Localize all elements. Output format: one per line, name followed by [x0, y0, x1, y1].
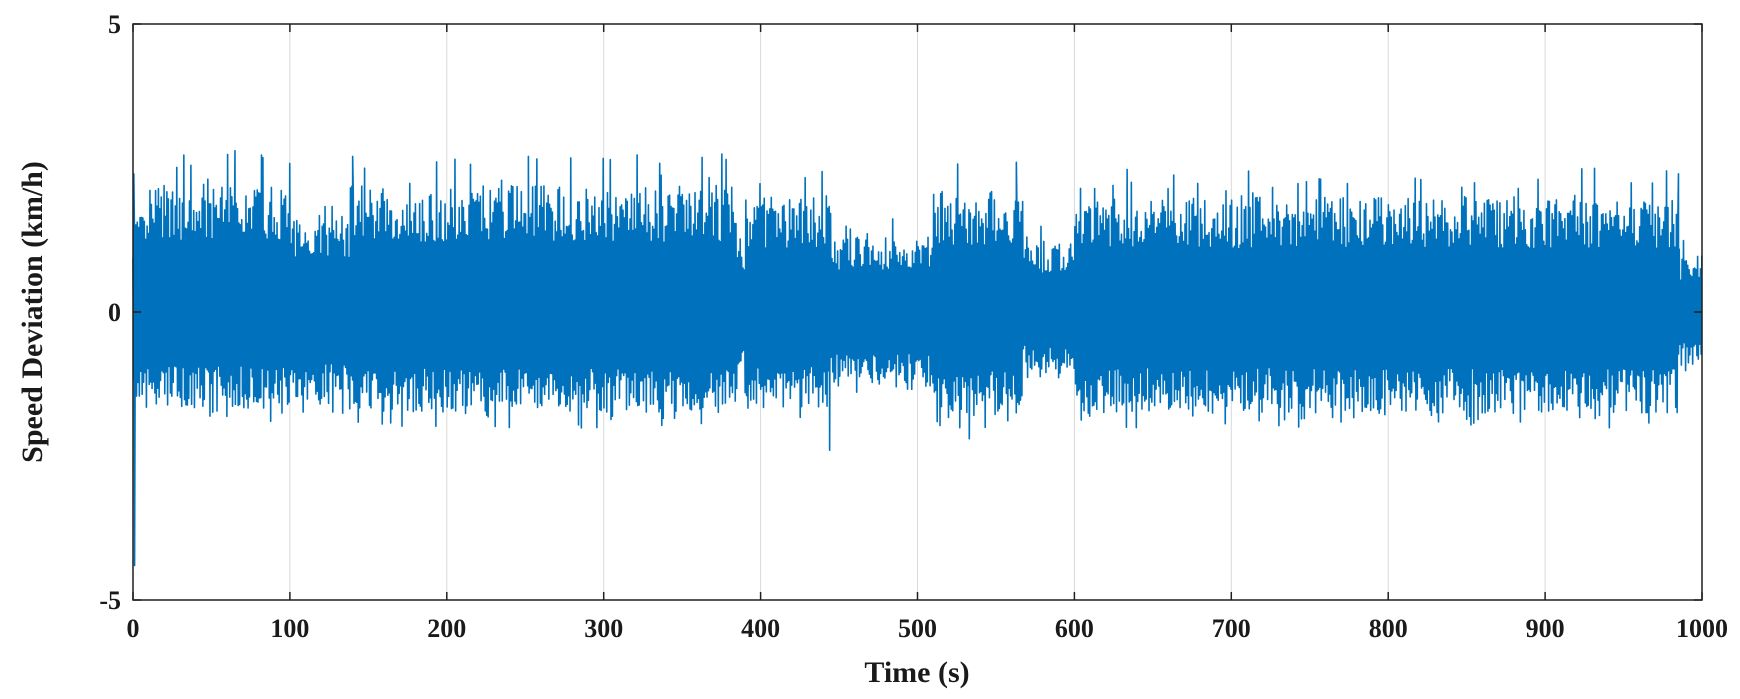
x-tick-label: 300 — [584, 614, 623, 643]
x-tick-label: 800 — [1369, 614, 1408, 643]
y-tick-label: 5 — [108, 10, 121, 39]
x-tick-label: 100 — [270, 614, 309, 643]
x-tick-label: 900 — [1526, 614, 1565, 643]
series-speed-deviation — [132, 149, 1703, 567]
x-tick-label: 200 — [427, 614, 466, 643]
x-tick-label: 500 — [898, 614, 937, 643]
x-axis-label: Time (s) — [864, 656, 969, 689]
y-axis-label: Speed Deviation (km/h) — [16, 161, 49, 463]
x-tick-label: 400 — [741, 614, 780, 643]
y-axis: -5 0 5 — [99, 10, 1702, 615]
y-tick-label: -5 — [99, 586, 121, 615]
x-tick-label: 0 — [127, 614, 140, 643]
series-line — [132, 149, 1703, 567]
x-tick-label: 700 — [1212, 614, 1251, 643]
x-tick-label: 1000 — [1676, 614, 1728, 643]
x-axis: 0 100 200 300 400 500 600 700 800 900 1000 — [127, 24, 1728, 643]
x-tick-label: 600 — [1055, 614, 1094, 643]
y-tick-label: 0 — [108, 298, 121, 327]
